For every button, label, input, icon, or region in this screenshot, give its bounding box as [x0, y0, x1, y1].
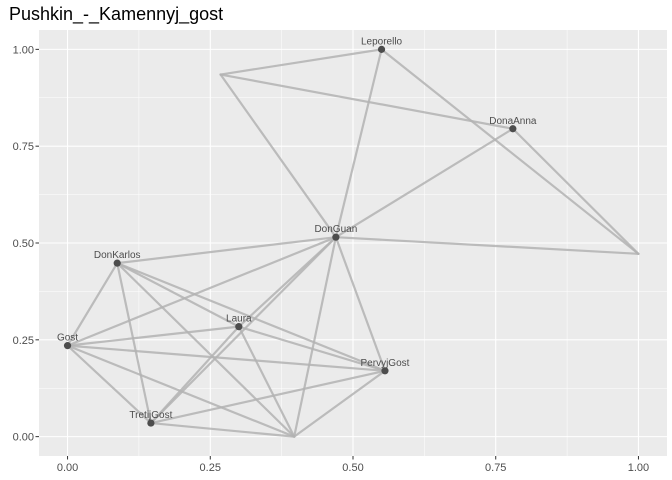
x-tick-label: 0.75 — [485, 462, 506, 474]
grid-layer — [39, 30, 667, 456]
network-edge — [237, 325, 296, 438]
node-label: DonaAnna — [489, 116, 537, 127]
node-label: Gost — [57, 333, 78, 344]
x-tick-label: 0.00 — [57, 462, 78, 474]
node-label: PervyjGost — [361, 358, 410, 369]
network-edge — [219, 73, 514, 130]
network-edge — [334, 127, 514, 239]
network-node — [509, 125, 517, 133]
network-node — [113, 259, 121, 267]
network-node — [63, 342, 72, 350]
network-edge — [149, 369, 387, 425]
y-tick-label: 0.25 — [13, 335, 34, 347]
node-label-layer: Leporello DonaAnna DonGuan DonKarlos Laura Go… — [57, 36, 537, 421]
network-edge — [334, 236, 640, 255]
network-edge — [219, 73, 337, 239]
network-node — [332, 233, 340, 241]
network-edge — [116, 236, 337, 265]
network-node — [381, 367, 389, 375]
y-tick-label: 0.75 — [13, 141, 34, 153]
network-node — [147, 419, 155, 427]
x-tick-label: 0.50 — [342, 462, 363, 474]
node-label: DonKarlos — [94, 250, 141, 261]
network-edge — [334, 236, 387, 372]
network-edge — [116, 262, 387, 372]
edge-layer — [66, 48, 640, 438]
chart-title: Pushkin_-_Kamennyj_gost — [9, 4, 224, 24]
network-edge — [380, 48, 640, 255]
network-node — [377, 45, 386, 53]
node-label: Laura — [226, 314, 252, 325]
node-layer — [63, 45, 517, 427]
axis-layer: 0.00 0.25 0.50 0.75 1.00 0.00 0.25 0.50 0.75 1.00 — [13, 44, 650, 474]
network-node — [235, 323, 243, 331]
network-edge — [116, 262, 296, 438]
network-edge — [219, 48, 383, 76]
x-tick-label: 1.00 — [628, 462, 649, 474]
network-edge — [334, 48, 383, 239]
network-edge — [149, 325, 240, 425]
x-tick-label: 0.25 — [200, 462, 221, 474]
network-edge — [66, 325, 240, 347]
network-edge — [66, 236, 337, 347]
y-tick-label: 0.00 — [13, 432, 34, 444]
network-edge — [237, 325, 387, 372]
network-edge — [511, 127, 640, 255]
node-label: TretijGost — [129, 410, 172, 421]
network-edge — [66, 262, 119, 347]
network-edge — [116, 262, 240, 328]
network-edge — [116, 262, 152, 425]
y-tick-label: 0.50 — [13, 238, 34, 250]
network-edge — [66, 344, 152, 425]
node-label: Leporello — [361, 36, 403, 47]
network-edge — [149, 421, 296, 438]
network-edge — [66, 344, 387, 372]
network-edge — [293, 369, 387, 438]
y-tick-label: 1.00 — [13, 44, 34, 56]
node-label: DonGuan — [314, 224, 357, 235]
network-edge — [293, 236, 337, 438]
